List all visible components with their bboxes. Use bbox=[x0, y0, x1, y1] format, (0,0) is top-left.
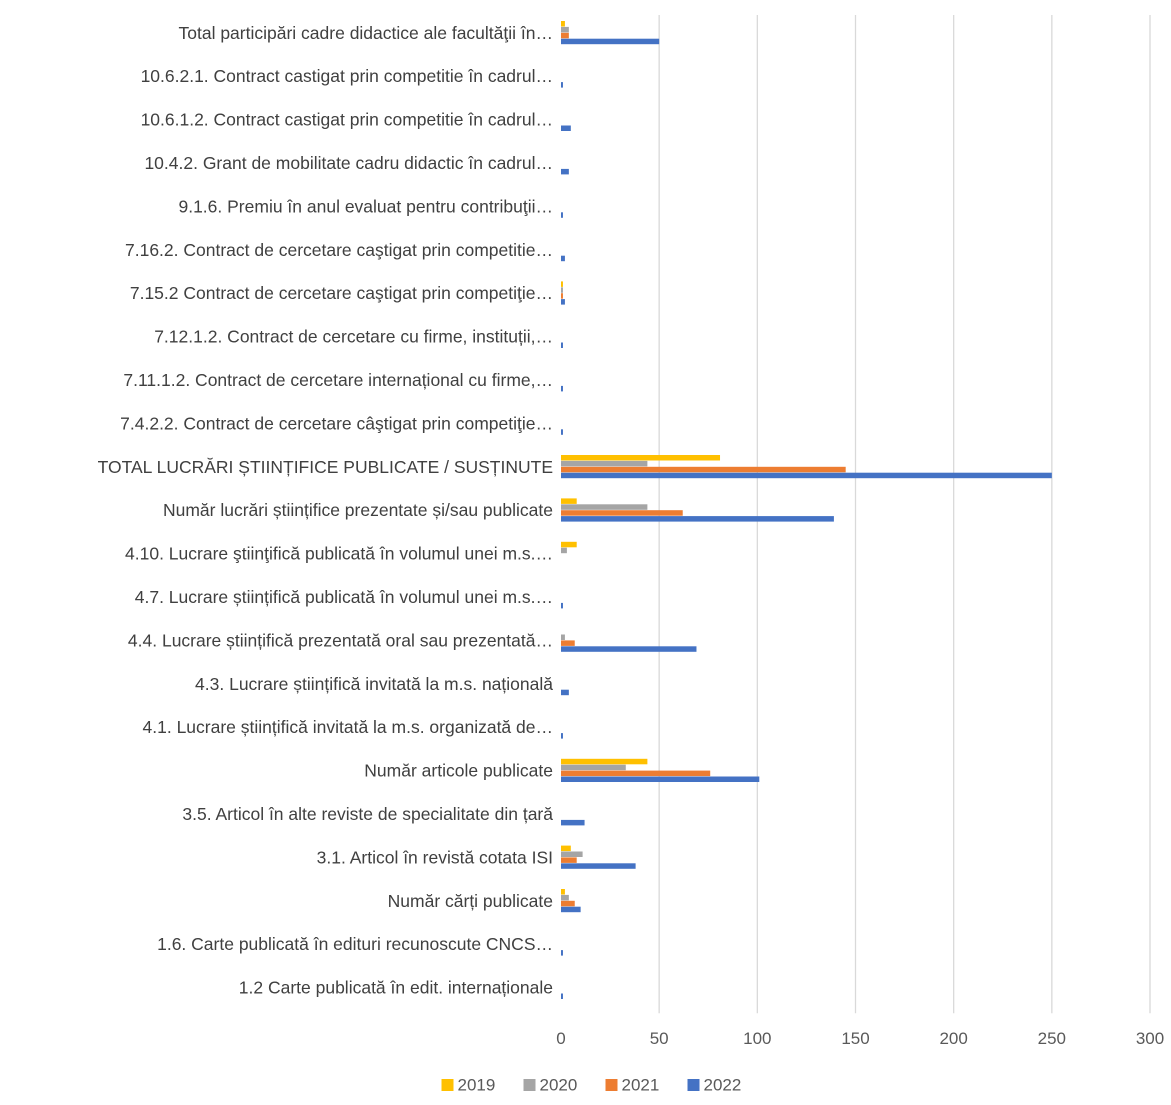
bar-2021 bbox=[561, 293, 563, 299]
legend-swatch-2020 bbox=[523, 1079, 536, 1091]
bar-2022 bbox=[561, 212, 563, 218]
bar-2021 bbox=[561, 857, 577, 863]
category-label: 10.4.2. Grant de mobilitate cadru didact… bbox=[144, 153, 553, 173]
legend-label-2021: 2021 bbox=[622, 1076, 660, 1095]
bar-2019 bbox=[561, 541, 577, 548]
bar-2020 bbox=[561, 851, 583, 857]
bar-2021 bbox=[561, 510, 683, 516]
bar-2020 bbox=[561, 547, 567, 554]
category-label: 7.12.1.2. Contract de cercetare cu firme… bbox=[154, 327, 553, 347]
legend-swatch-2021 bbox=[605, 1079, 618, 1091]
bar-2022 bbox=[561, 733, 563, 739]
bar-2022 bbox=[561, 125, 571, 131]
bar-2022 bbox=[561, 168, 569, 175]
x-tick-label-100: 100 bbox=[743, 1029, 771, 1048]
bar-2021 bbox=[561, 900, 575, 907]
bar-2022 bbox=[561, 906, 581, 913]
bar-2022 bbox=[561, 993, 563, 999]
bar-2022 bbox=[561, 429, 563, 435]
category-label: Total participări cadre didactice ale fa… bbox=[179, 23, 554, 43]
category-label: 10.6.1.2. Contract castigat prin competi… bbox=[141, 110, 553, 130]
category-label: TOTAL LUCRĂRI ȘTIINȚIFICE PUBLICATE / SU… bbox=[98, 457, 553, 477]
category-label: 10.6.2.1. Contract castigat prin competi… bbox=[141, 66, 553, 86]
x-tick-label-300: 300 bbox=[1136, 1029, 1164, 1048]
bar-2022 bbox=[561, 646, 697, 652]
bar-2021 bbox=[561, 32, 569, 39]
bar-2020 bbox=[561, 894, 569, 901]
bar-2019 bbox=[561, 498, 577, 504]
x-axis-tick-labels: 0 50 100 150 200 250 300 bbox=[556, 1029, 1164, 1048]
legend-label-2019: 2019 bbox=[458, 1076, 496, 1095]
x-tick-label-150: 150 bbox=[841, 1029, 869, 1048]
bar-2022 bbox=[561, 516, 834, 522]
bar-2022 bbox=[561, 255, 565, 262]
legend-swatch-2022 bbox=[687, 1079, 700, 1091]
legend-swatch-2019 bbox=[441, 1079, 454, 1091]
bar-2020 bbox=[561, 460, 648, 467]
x-tick-label-200: 200 bbox=[939, 1029, 967, 1048]
category-label: 4.10. Lucrare ştiinţifică publicată în v… bbox=[125, 544, 553, 564]
bar-2021 bbox=[561, 640, 575, 646]
bar-2019 bbox=[561, 889, 565, 895]
category-label: 7.4.2.2. Contract de cercetare câştigat … bbox=[120, 413, 553, 433]
bar-2022 bbox=[561, 385, 563, 392]
category-labels: Total participări cadre didactice ale fa… bbox=[98, 23, 554, 998]
category-label: Număr lucrări științifice prezentate și/… bbox=[163, 500, 553, 520]
category-label: 4.4. Lucrare științifică prezentată oral… bbox=[128, 630, 553, 650]
category-label: Număr articole publicate bbox=[364, 761, 553, 781]
category-label: 7.16.2. Contract de cercetare caştigat p… bbox=[125, 240, 553, 260]
category-label: 1.6. Carte publicată în edituri recunosc… bbox=[157, 934, 553, 954]
bar-2022 bbox=[561, 82, 563, 88]
gridlines bbox=[658, 15, 1151, 1014]
bar-2022 bbox=[561, 689, 569, 696]
category-label: 4.1. Lucrare științifică invitată la m.s… bbox=[143, 717, 553, 737]
bar-2020 bbox=[561, 634, 565, 640]
bar-2020 bbox=[561, 764, 626, 771]
x-tick-label-50: 50 bbox=[650, 1029, 669, 1048]
category-label: 4.7. Lucrare științifică publicată în vo… bbox=[135, 587, 553, 607]
bar-2019 bbox=[561, 455, 721, 461]
category-label: Număr cărți publicate bbox=[388, 891, 553, 911]
bar-2019 bbox=[561, 845, 571, 852]
bar-2022 bbox=[561, 342, 563, 348]
category-label: 3.5. Articol în alte reviste de speciali… bbox=[182, 804, 553, 824]
bar-2021 bbox=[561, 770, 711, 777]
bar-2022 bbox=[561, 950, 563, 956]
bar-2022 bbox=[561, 38, 660, 45]
bar-2022 bbox=[561, 863, 636, 869]
category-label: 7.15.2 Contract de cercetare caştigat pr… bbox=[130, 283, 553, 303]
category-label: 9.1.6. Premiu în anul evaluat pentru con… bbox=[178, 196, 553, 216]
bar-2019 bbox=[561, 281, 563, 287]
bar-2022 bbox=[561, 602, 563, 609]
bar-2019 bbox=[561, 758, 648, 765]
bar-2020 bbox=[561, 287, 563, 293]
legend-label-2022: 2022 bbox=[704, 1076, 742, 1095]
bar-2022 bbox=[561, 776, 760, 782]
legend: 2019 2020 2021 2022 bbox=[441, 1076, 742, 1095]
bar-2019 bbox=[561, 21, 565, 27]
category-label: 1.2 Carte publicată în edit. internațion… bbox=[239, 978, 553, 998]
bar-2020 bbox=[561, 504, 648, 510]
bars bbox=[561, 21, 1052, 999]
x-tick-label-250: 250 bbox=[1038, 1029, 1066, 1048]
bar-2022 bbox=[561, 819, 585, 826]
bar-2022 bbox=[561, 299, 565, 305]
bar-2022 bbox=[561, 472, 1052, 479]
bar-2020 bbox=[561, 26, 569, 33]
bar-2021 bbox=[561, 466, 846, 473]
category-label: 3.1. Articol în revistă cotata ISI bbox=[317, 847, 553, 867]
x-tick-label-0: 0 bbox=[556, 1029, 565, 1048]
category-label: 4.3. Lucrare științifică invitată la m.s… bbox=[195, 674, 553, 694]
legend-label-2020: 2020 bbox=[540, 1076, 578, 1095]
category-label: 7.11.1.2. Contract de cercetare internaț… bbox=[123, 370, 553, 390]
